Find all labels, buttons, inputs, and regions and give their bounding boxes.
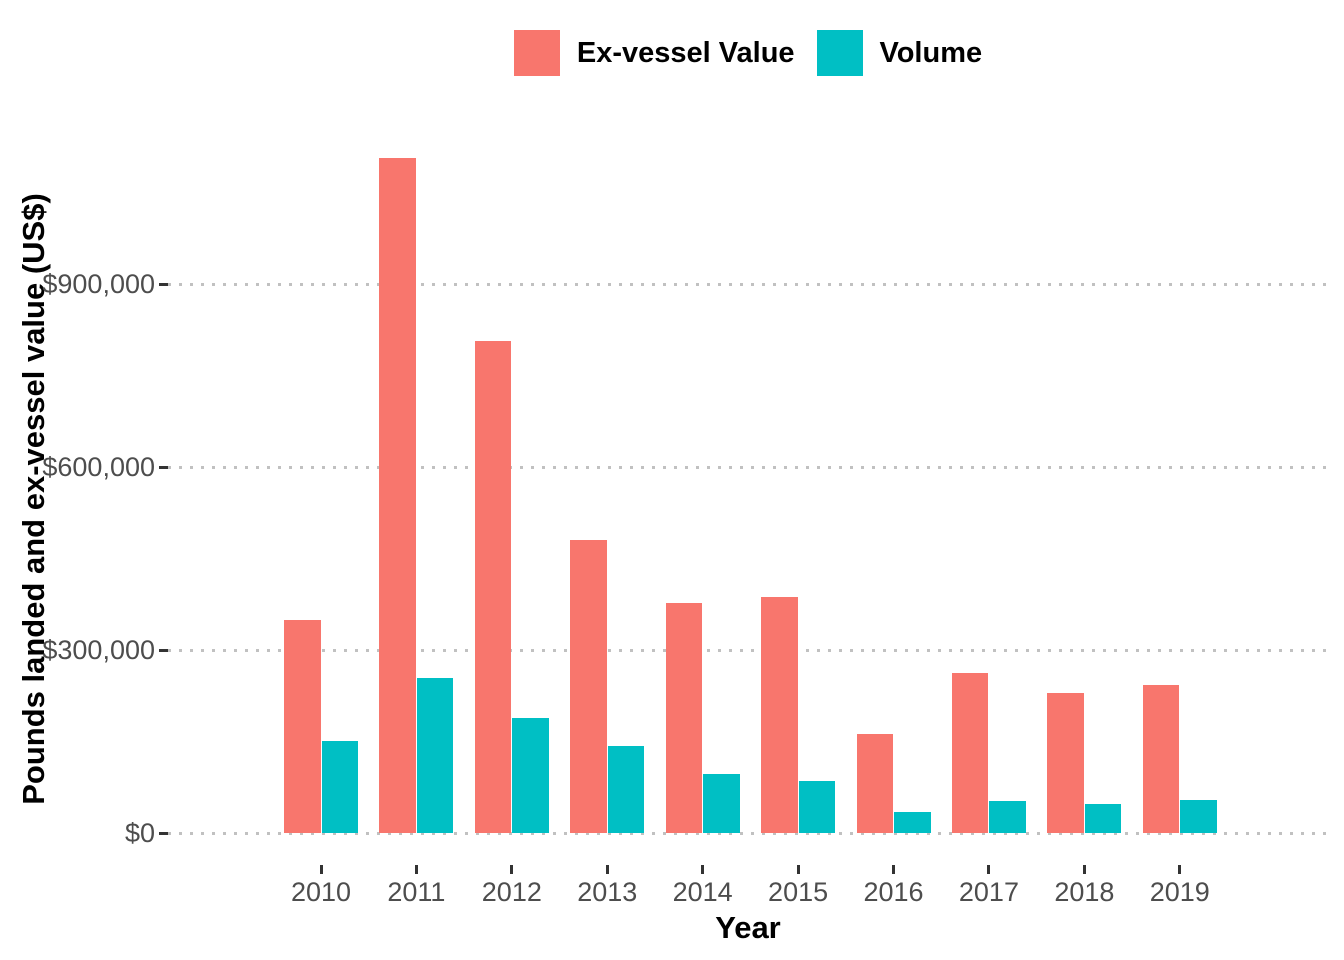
x-tick-label-2015: 2015: [768, 877, 829, 907]
y-tick-mark: [159, 283, 168, 286]
legend: Ex-vessel Value Volume: [168, 30, 1328, 76]
y-tick-label: $300,000: [42, 635, 155, 665]
x-tick-mark: [510, 865, 514, 874]
bar-ex-vessel-value-2014: [665, 603, 703, 833]
bar-ex-vessel-value-2011: [379, 158, 416, 833]
bar-volume-2018: [1084, 804, 1122, 833]
y-tick-label: $0: [124, 818, 155, 848]
x-tick-label-2014: 2014: [672, 877, 733, 907]
bar-ex-vessel-value-2013: [570, 540, 607, 833]
bar-volume-2012: [512, 718, 549, 833]
x-tick-mark: [605, 865, 609, 874]
x-tick-label-2018: 2018: [1054, 877, 1115, 907]
bar-volume-2010: [321, 741, 358, 833]
y-tick-mark: [159, 832, 168, 835]
x-tick-label-2012: 2012: [481, 877, 542, 907]
x-axis-title: Year: [715, 910, 781, 945]
legend-swatch-volume: [816, 30, 863, 76]
gridline-$600,000: [168, 466, 1328, 469]
x-tick-mark: [796, 865, 800, 874]
bar-volume-2014: [703, 774, 740, 833]
bar-ex-vessel-value-2018: [1047, 693, 1084, 833]
x-tick-label-2017: 2017: [958, 877, 1019, 907]
x-tick-label-2010: 2010: [290, 877, 352, 907]
x-tick-label-2011: 2011: [387, 877, 446, 907]
x-tick-mark: [319, 865, 323, 874]
legend-item-volume: Volume: [816, 30, 983, 76]
x-tick-mark: [701, 865, 705, 874]
bar-ex-vessel-value-2010: [284, 620, 321, 833]
x-tick-mark: [1082, 865, 1086, 874]
x-tick-label-2016: 2016: [863, 877, 924, 907]
bar-volume-2017: [989, 801, 1026, 833]
bar-volume-2019: [1180, 800, 1217, 833]
x-tick-label-2019: 2019: [1149, 877, 1210, 907]
plot-panel: [168, 125, 1328, 865]
gridline-$0: [168, 832, 1328, 835]
legend-item-ex-vessel-value: Ex-vessel Value: [513, 30, 795, 76]
gridline-$300,000: [168, 649, 1328, 652]
bar-volume-2015: [798, 781, 836, 833]
x-tick-mark: [892, 865, 896, 874]
bar-volume-2016: [894, 812, 931, 833]
legend-swatch-ex-vessel-value: [513, 30, 560, 76]
y-tick-label: $900,000: [42, 269, 155, 299]
bar-ex-vessel-value-2015: [761, 597, 798, 833]
x-tick-mark: [1178, 865, 1182, 874]
bar-ex-vessel-value-2019: [1142, 685, 1180, 833]
x-tick-mark: [414, 865, 418, 874]
bar-ex-vessel-value-2012: [474, 341, 512, 833]
y-tick-mark: [159, 649, 168, 652]
bar-ex-vessel-value-2016: [856, 734, 894, 833]
bar-volume-2013: [607, 746, 645, 833]
gridline-$900,000: [168, 283, 1328, 286]
bar-volume-2011: [416, 678, 454, 833]
x-tick-mark: [987, 865, 991, 874]
x-tick-label-2013: 2013: [577, 877, 638, 907]
bar-ex-vessel-value-2017: [951, 673, 989, 833]
y-tick-mark: [159, 466, 168, 469]
legend-label-volume: Volume: [879, 36, 983, 69]
legend-label-ex-vessel-value: Ex-vessel Value: [576, 36, 795, 69]
y-tick-label: $600,000: [42, 452, 155, 482]
